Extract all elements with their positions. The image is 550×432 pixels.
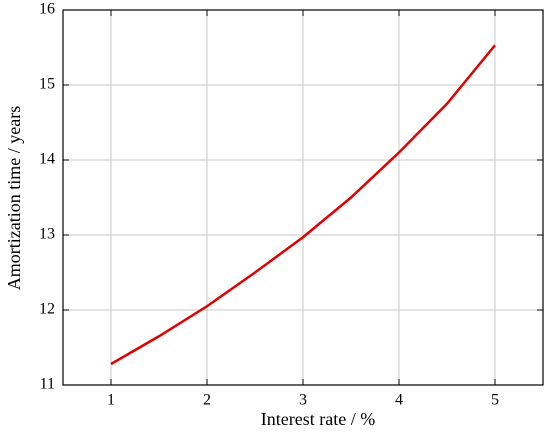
line <box>110 44 496 366</box>
y-axis-label: Amortization time / years <box>4 106 24 290</box>
plot-frame <box>62 9 544 386</box>
y-tick-label: 15 <box>39 76 55 93</box>
y-tick-label: 11 <box>40 376 55 393</box>
y-tick-label: 14 <box>39 151 55 168</box>
x-tick-label: 2 <box>203 392 211 409</box>
x-tick-label: 4 <box>395 392 403 409</box>
x-tick-label: 5 <box>491 392 499 409</box>
y-tick-label: 16 <box>39 1 55 18</box>
x-tick-label: 1 <box>107 392 115 409</box>
y-tick-label: 12 <box>39 301 55 318</box>
x-tick-label: 3 <box>299 392 307 409</box>
x-axis-label: Interest rate / % <box>261 409 375 429</box>
y-tick-label: 13 <box>39 226 55 243</box>
